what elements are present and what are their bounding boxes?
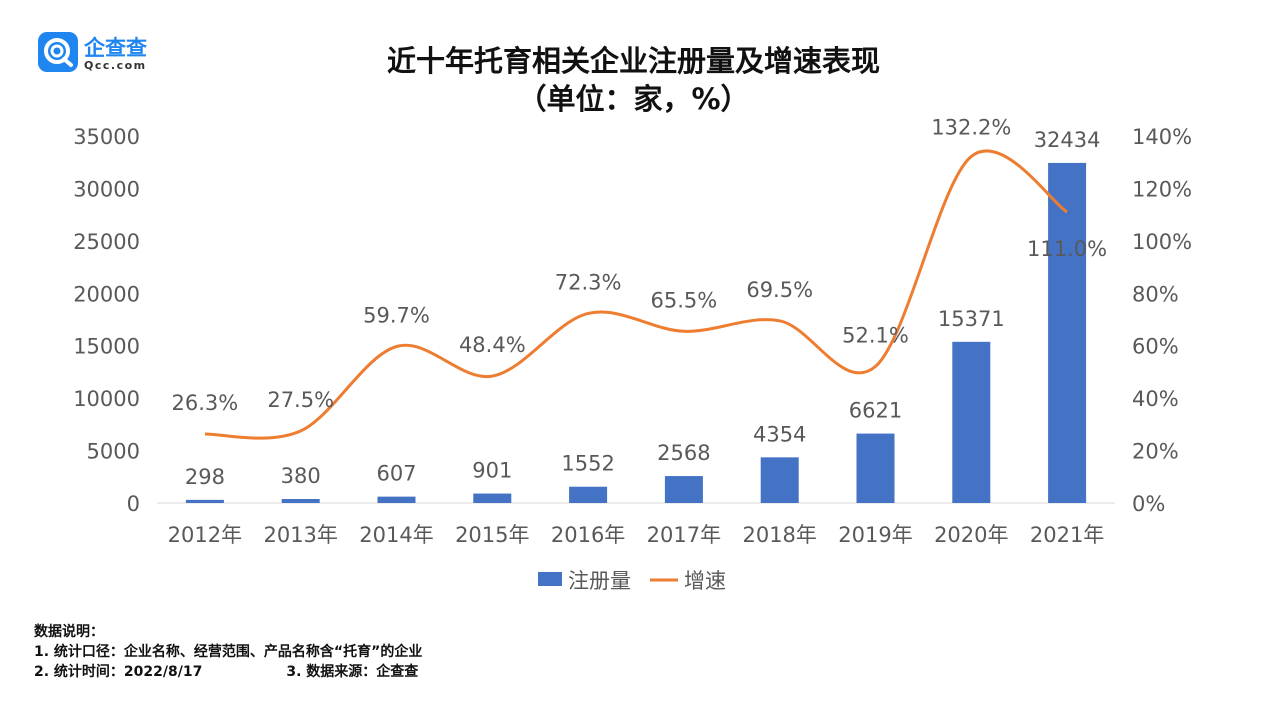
logo-name: 企查查 [84, 36, 147, 60]
magnifier-icon [44, 38, 73, 67]
x-tick-label: 2018年 [742, 523, 816, 547]
line-data-label: 132.2% [931, 115, 1011, 139]
bar-data-label: 1552 [561, 452, 614, 476]
notes-line2-row: 2. 统计时间：2022/8/17 3. 数据来源：企查查 [34, 662, 422, 682]
line-data-label: 48.4% [459, 333, 526, 357]
bar [281, 499, 320, 503]
y-right-tick-label: 60% [1132, 335, 1179, 359]
line-data-label: 52.1% [842, 323, 909, 347]
legend-label-bar: 注册量 [568, 569, 631, 593]
y-right-tick-label: 40% [1132, 387, 1179, 411]
bar-data-label: 2568 [657, 441, 710, 465]
bar [473, 493, 512, 503]
notes-line1: 1. 统计口径：企业名称、经营范围、产品名称含“托育”的企业 [34, 644, 423, 660]
notes-heading: 数据说明： [34, 624, 104, 640]
y-left-tick-label: 30000 [73, 177, 140, 201]
y-left-tick-label: 10000 [73, 387, 140, 411]
x-tick-label: 2013年 [263, 523, 337, 547]
bar [1048, 162, 1087, 503]
notes-line3: 3. 数据来源：企查查 [286, 664, 419, 680]
bar [760, 457, 799, 503]
y-right-tick-label: 120% [1132, 177, 1192, 201]
bar [856, 433, 895, 503]
x-tick-label: 2017年 [647, 523, 721, 547]
bar-data-label: 4354 [753, 422, 806, 446]
bar-data-label: 32434 [1034, 128, 1101, 152]
x-tick-label: 2012年 [168, 523, 242, 547]
y-left-tick-label: 15000 [73, 335, 140, 359]
line-data-label: 69.5% [746, 278, 813, 302]
bar-data-label: 607 [376, 462, 416, 486]
y-right-tick-label: 140% [1132, 125, 1192, 149]
x-tick-label: 2016年 [551, 523, 625, 547]
line-data-label: 72.3% [555, 270, 622, 294]
bar [569, 486, 608, 503]
x-tick-label: 2019年 [838, 523, 912, 547]
x-tick-label: 2014年 [359, 523, 433, 547]
y-left-tick-label: 5000 [87, 440, 140, 464]
logo-url: Qcc.com [84, 59, 147, 72]
y-right-tick-label: 0% [1132, 492, 1165, 516]
legend-label-line: 增速 [684, 569, 726, 593]
y-left-tick-label: 35000 [73, 125, 140, 149]
y-right-tick-label: 20% [1132, 440, 1179, 464]
line-data-label: 111.0% [1027, 237, 1107, 261]
bar-data-label: 901 [472, 459, 512, 483]
y-left-tick-label: 25000 [73, 230, 140, 254]
y-right-tick-label: 100% [1132, 230, 1192, 254]
x-tick-label: 2015年 [455, 523, 529, 547]
logo-badge [38, 32, 78, 72]
qcc-logo: 企查查 Qcc.com [38, 32, 158, 76]
notes-line2: 2. 统计时间：2022/8/17 [34, 664, 203, 680]
line-data-label: 26.3% [172, 391, 239, 415]
legend-swatch-bar [538, 572, 562, 586]
bar [664, 476, 703, 503]
chart-title: 近十年托育相关企业注册量及增速表现 [386, 44, 880, 78]
y-right-tick-label: 80% [1132, 282, 1179, 306]
line-data-label: 27.5% [267, 388, 334, 412]
bar-data-label: 380 [281, 464, 321, 488]
bar-data-label: 6621 [849, 399, 902, 423]
bar-data-label: 15371 [938, 307, 1005, 331]
bar-data-label: 298 [185, 465, 225, 489]
x-tick-label: 2020年 [934, 523, 1008, 547]
x-tick-label: 2021年 [1030, 523, 1104, 547]
y-left-tick-label: 20000 [73, 282, 140, 306]
bar [377, 496, 416, 503]
bar [952, 341, 991, 503]
line-data-label: 65.5% [651, 288, 718, 312]
growth-rate-line [204, 149, 1068, 440]
line-data-label: 59.7% [363, 304, 430, 328]
data-notes: 数据说明： 1. 统计口径：企业名称、经营范围、产品名称含“托育”的企业 2. … [34, 622, 422, 682]
y-left-tick-label: 0 [127, 492, 140, 516]
chart-subtitle: （单位：家，%） [517, 82, 750, 116]
bar [185, 499, 224, 503]
